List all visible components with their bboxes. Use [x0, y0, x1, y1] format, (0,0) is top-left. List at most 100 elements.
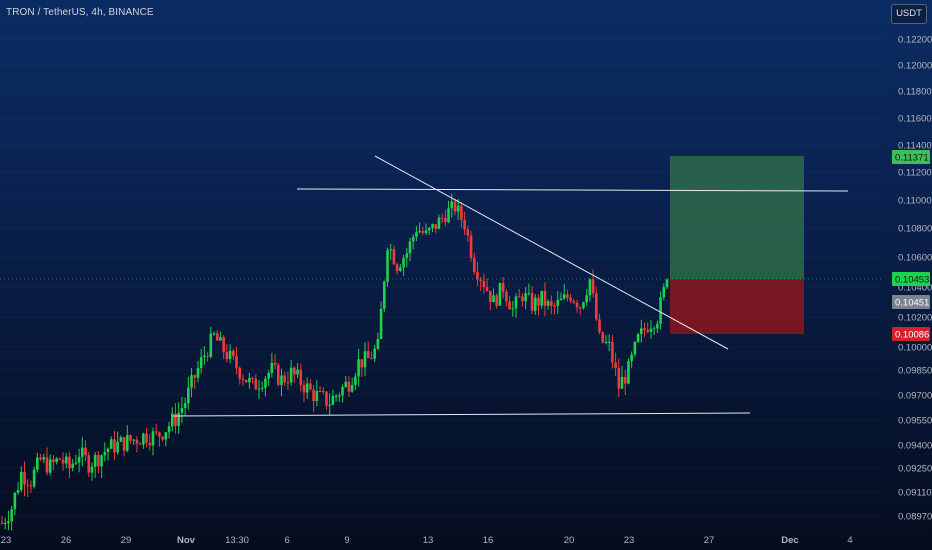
- candle-body: [164, 432, 168, 440]
- candle-body: [566, 294, 569, 298]
- candle-body: [392, 249, 396, 265]
- candle-body: [84, 447, 87, 456]
- candle-body: [280, 375, 283, 385]
- candle-body: [659, 297, 662, 324]
- y-axis-label: 0.09110: [898, 488, 932, 499]
- symbol-header: TRON / TetherUS, 4h, BINANCE: [6, 7, 154, 18]
- candle-body: [636, 334, 640, 342]
- candle-body: [662, 287, 666, 298]
- candle-body: [601, 332, 605, 343]
- candle-body: [630, 354, 633, 362]
- y-axis-label: 0.10800: [898, 224, 932, 235]
- price-tag-label: 0.10453: [895, 275, 929, 286]
- candle-body: [58, 458, 62, 460]
- candle-body: [254, 378, 258, 390]
- candle-body: [196, 367, 200, 378]
- x-axis-label: 26: [61, 535, 72, 546]
- price-tag-last: [892, 272, 930, 286]
- candle-body: [489, 290, 492, 303]
- candle-body: [267, 372, 270, 379]
- y-axis-label: 0.12200: [898, 35, 932, 46]
- candle-body: [71, 463, 74, 469]
- candle-body: [199, 357, 203, 368]
- candle-body: [444, 217, 447, 223]
- y-axis-label: 0.09550: [898, 416, 932, 427]
- candle-body: [215, 333, 219, 341]
- y-axis-label: 0.11800: [898, 87, 932, 98]
- candle-body: [382, 281, 386, 309]
- candle-body: [569, 297, 572, 301]
- candle-body: [74, 462, 78, 464]
- candle-body: [402, 258, 405, 268]
- candle-body: [550, 301, 553, 306]
- candle-body: [379, 308, 383, 339]
- candle-body: [264, 378, 267, 388]
- candle-body: [222, 337, 225, 353]
- candle-body: [148, 442, 152, 446]
- candle-body: [36, 457, 39, 470]
- candle-body: [341, 386, 344, 396]
- candle-body: [408, 241, 412, 254]
- candle-body: [302, 384, 306, 393]
- candle-body: [617, 367, 621, 389]
- candle-body: [305, 383, 309, 393]
- candle-body: [373, 348, 376, 359]
- y-axis-label: 0.09400: [898, 441, 932, 452]
- candle-body: [318, 391, 322, 393]
- target-zone: [670, 156, 804, 279]
- candle-body: [405, 253, 409, 259]
- candle-body: [23, 471, 26, 485]
- candle-body: [399, 267, 402, 271]
- candle-body: [219, 337, 222, 341]
- candle-body: [447, 208, 450, 223]
- candle-body: [604, 342, 608, 344]
- candle-body: [508, 301, 511, 310]
- candle-body: [161, 436, 164, 440]
- candle-body: [52, 459, 55, 463]
- candle-body: [244, 379, 248, 383]
- candle-body: [472, 257, 476, 272]
- candle-body: [389, 249, 393, 251]
- candle-body: [540, 290, 544, 306]
- candle-body: [524, 293, 527, 302]
- candle-body: [32, 469, 36, 487]
- x-axis-label: 6: [284, 535, 289, 546]
- candle-body: [270, 362, 274, 373]
- candle-body: [530, 293, 534, 311]
- candle-body: [578, 307, 582, 309]
- x-axis-label: Dec: [781, 535, 798, 546]
- currency-button[interactable]: USDT: [891, 4, 927, 24]
- candle-body: [116, 441, 119, 453]
- x-axis-label: 20: [564, 535, 575, 546]
- candle-body: [187, 387, 190, 404]
- y-axis-label: 0.10000: [898, 343, 932, 354]
- candle-body: [225, 352, 229, 360]
- x-axis-label: 23: [624, 535, 635, 546]
- candle-body: [363, 351, 367, 368]
- candle-body: [492, 295, 495, 303]
- candle-body: [521, 296, 524, 302]
- candle-body: [81, 447, 84, 457]
- candle-body: [559, 298, 563, 300]
- candle-body: [238, 367, 242, 379]
- candle-body: [0, 522, 4, 524]
- y-axis-label: 0.09700: [898, 391, 932, 402]
- y-axis-label: 0.09850: [898, 366, 932, 377]
- candle-body: [527, 293, 531, 295]
- candle-body: [418, 231, 421, 233]
- candle-body: [276, 364, 280, 385]
- candle-body: [97, 454, 100, 467]
- candle-body: [591, 279, 595, 294]
- candle-body: [434, 224, 437, 229]
- candle-body: [180, 408, 184, 413]
- candle-body: [386, 250, 389, 282]
- candle-body: [476, 271, 479, 280]
- candle-body: [498, 283, 502, 306]
- candle-body: [460, 205, 463, 220]
- candle-body: [533, 297, 537, 311]
- candle-body: [55, 458, 58, 463]
- x-axis-label: 13:30: [225, 535, 249, 546]
- candle-body: [553, 305, 556, 307]
- candle-body: [495, 295, 499, 306]
